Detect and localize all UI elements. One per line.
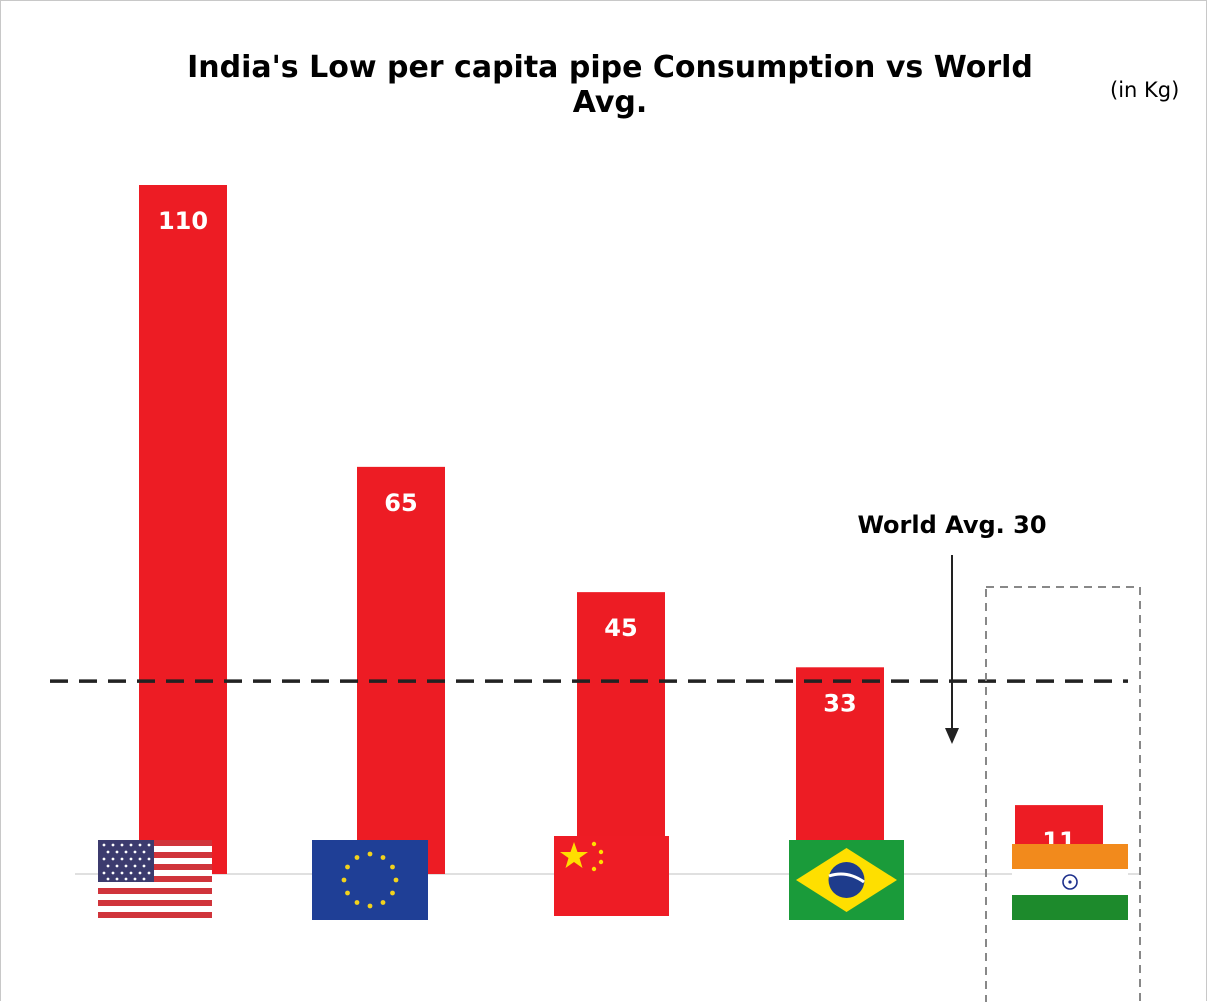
us-flag-icon — [98, 840, 212, 918]
chart-title: India's Low per capita pipe Consumption … — [187, 50, 1033, 120]
bar-europe — [357, 466, 445, 874]
bar-us — [139, 185, 227, 874]
eu-flag-icon — [312, 840, 428, 920]
india-flag-icon — [1012, 844, 1128, 920]
bar-china — [577, 592, 665, 874]
world-avg-arrow-head — [945, 728, 959, 744]
data-label-china: 45 — [604, 614, 637, 642]
data-label-brazil: 33 — [823, 689, 856, 717]
data-label-europe: 65 — [384, 489, 417, 517]
world-avg-label: World Avg. 30 — [857, 511, 1046, 539]
bar-brazil — [796, 667, 884, 874]
brazil-flag-icon — [789, 840, 904, 920]
india-highlight-box — [985, 586, 1141, 1002]
data-label-us: 110 — [158, 207, 208, 235]
unit-label: (in Kg) — [1110, 78, 1180, 102]
china-flag-icon — [554, 836, 669, 916]
